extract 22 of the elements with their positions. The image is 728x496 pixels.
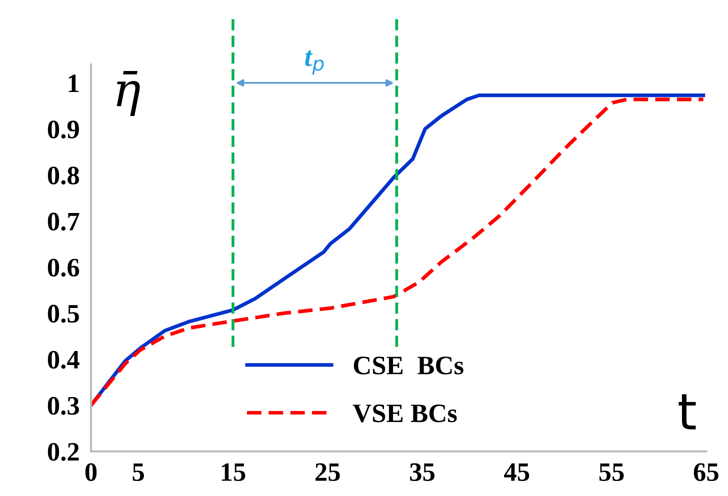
y-tick-label: 0.9: [48, 120, 79, 138]
x-tick-label: 25: [316, 463, 340, 482]
y-axis-title: η̄: [116, 70, 140, 116]
legend-label: CSE BCs: [354, 356, 464, 374]
y-tick-label: 0.5: [48, 304, 79, 323]
y-tick-label: 0.3: [48, 396, 79, 415]
x-tick-label: 0: [85, 463, 97, 482]
x-tick-label: 5: [132, 464, 144, 482]
y-tick-label: 0.7: [48, 212, 80, 231]
y-tick-label: 0.8: [48, 166, 80, 185]
x-tick-label: 45: [504, 463, 530, 482]
y-tick-label: 0.2: [48, 442, 79, 461]
annotation: t$_{p}$: [305, 50, 324, 75]
y-tick-label: 0.6: [48, 258, 80, 277]
x-axis-title: t: [678, 394, 696, 430]
x-tick-label: 65: [694, 463, 718, 482]
y-tick-label: 0.4: [48, 350, 80, 369]
y-tick-label: 1: [68, 74, 79, 92]
x-tick-label: 55: [599, 464, 624, 482]
x-tick-label: 15: [222, 463, 246, 482]
legend-label: VSE BCs: [352, 404, 457, 422]
x-tick-label: 35: [410, 463, 434, 482]
